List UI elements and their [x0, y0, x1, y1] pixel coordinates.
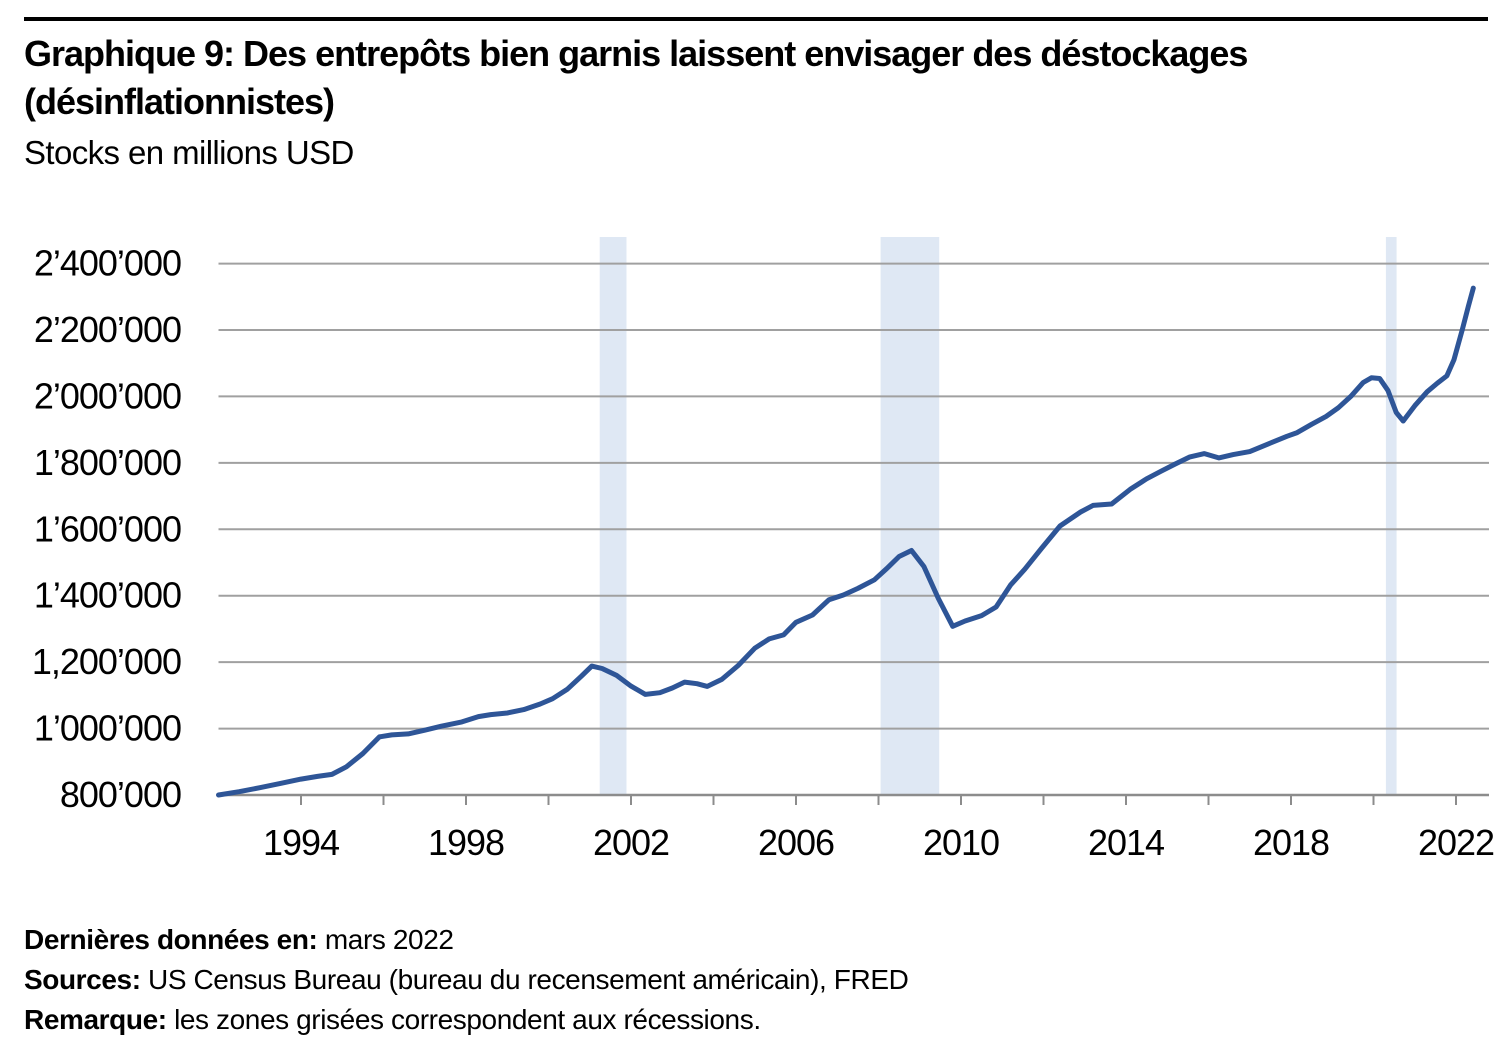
x-axis-tick-label: 1994 [263, 822, 339, 863]
footnote-last-data: Dernières données en: mars 2022 [24, 920, 908, 960]
chart-subtitle: Stocks en millions USD [24, 134, 354, 171]
chart-footnotes: Dernières données en: mars 2022 Sources:… [24, 920, 909, 1040]
chart-title: Graphique 9: Des entrepôts bien garnis l… [24, 30, 1494, 126]
footnote-sources: Sources: US Census Bureau (bureau du rec… [24, 960, 909, 1000]
x-axis-tick-label: 2002 [593, 822, 669, 863]
y-axis-tick-label: 1’800’000 [34, 442, 181, 483]
y-axis-tick-label: 2’000’000 [34, 375, 181, 416]
y-axis-tick-label: 800’000 [60, 774, 181, 815]
inventories-series-line [216, 285, 1476, 798]
chart-title-line-2: (désinflationnistes) [24, 81, 335, 122]
y-axis-tick-label: 1’600’000 [34, 508, 181, 549]
recession-band [1385, 237, 1397, 795]
x-axis-tick-label: 2014 [1088, 822, 1164, 863]
x-axis-tick-label: 2022 [1418, 822, 1494, 863]
y-axis-tick-label: 1’400’000 [34, 575, 181, 616]
recession-band [880, 237, 940, 795]
y-axis-tick-label: 2’200’000 [34, 309, 181, 350]
x-axis-tick-label: 2010 [923, 822, 999, 863]
chart-title-line-1: Graphique 9: Des entrepôts bien garnis l… [24, 33, 1248, 74]
recession-band [599, 237, 627, 795]
y-axis-tick-label: 1,200’000 [32, 641, 181, 682]
x-axis-tick-label: 1998 [428, 822, 504, 863]
y-axis-tick-label: 1’000’000 [34, 708, 181, 749]
footnote-label: Dernières données en: [24, 924, 318, 955]
footnote-text: les zones grisées correspondent aux réce… [174, 1004, 761, 1035]
footnote-label: Remarque: [24, 1004, 167, 1035]
footnote-text: mars 2022 [324, 924, 454, 955]
top-divider-rule [24, 17, 1488, 21]
footnote-label: Sources: [24, 964, 141, 995]
x-axis-tick-label: 2006 [758, 822, 834, 863]
y-axis-tick-label: 2’400’000 [34, 243, 181, 284]
footnote-text: US Census Bureau (bureau du recensement … [148, 964, 909, 995]
x-axis-tick-label: 2018 [1253, 822, 1329, 863]
footnote-remark: Remarque: les zones grisées corresponden… [24, 1000, 908, 1040]
